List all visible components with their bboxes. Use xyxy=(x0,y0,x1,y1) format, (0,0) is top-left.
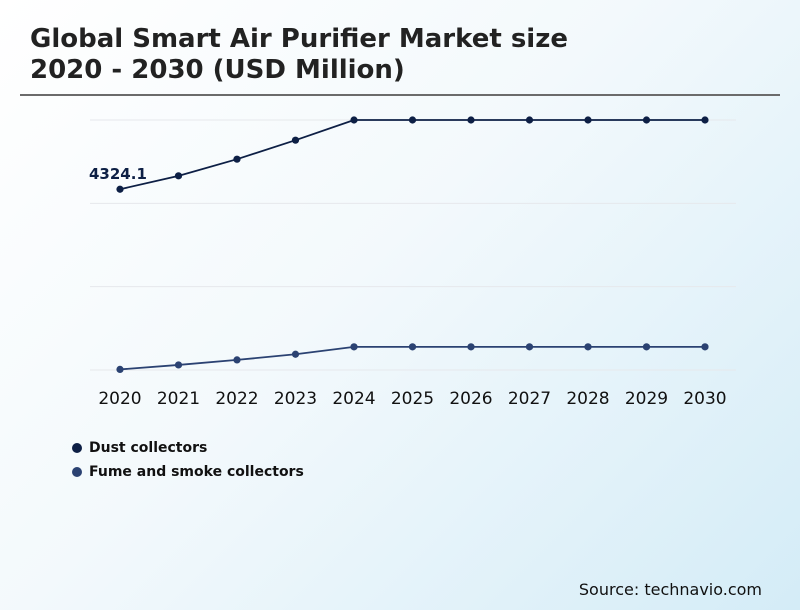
data-point xyxy=(116,365,124,374)
data-point xyxy=(350,116,358,124)
data-point xyxy=(174,361,183,369)
data-point xyxy=(174,172,183,180)
x-tick-label: 2023 xyxy=(274,389,317,409)
legend-label-fume-smoke-collectors: Fume and smoke collectors xyxy=(89,464,304,480)
data-point xyxy=(467,343,475,351)
data-point xyxy=(701,343,709,351)
data-point xyxy=(467,116,475,124)
data-point xyxy=(584,343,592,351)
title-line-1: Global Smart Air Purifier Market size xyxy=(30,24,568,54)
title-line-2: 2020 - 2030 (USD Million) xyxy=(30,55,405,85)
x-tick-label: 2026 xyxy=(449,389,492,409)
data-point xyxy=(642,343,651,351)
x-tick-label: 2020 xyxy=(98,389,141,409)
data-point xyxy=(642,116,651,124)
source-credit: Source: technavio.com xyxy=(578,580,762,599)
legend-item-dust-collectors: Dust collectors xyxy=(72,436,304,460)
data-point xyxy=(291,350,300,358)
x-tick-label: 2024 xyxy=(332,389,375,409)
legend-item-fume-smoke-collectors: Fume and smoke collectors xyxy=(72,460,304,484)
legend: Dust collectors Fume and smoke collector… xyxy=(72,436,304,484)
title-divider xyxy=(20,94,780,96)
x-tick-label: 2022 xyxy=(215,389,258,409)
data-point xyxy=(408,343,417,351)
data-point xyxy=(701,116,709,124)
data-point xyxy=(116,185,124,193)
data-point xyxy=(233,356,241,364)
data-label: 4324.1 xyxy=(89,165,147,183)
legend-label-dust-collectors: Dust collectors xyxy=(89,440,208,456)
legend-marker-dust-collectors xyxy=(72,443,82,453)
chart-title: Global Smart Air Purifier Market size 20… xyxy=(30,24,568,86)
series-line-0 xyxy=(119,119,705,191)
x-tick-label: 2030 xyxy=(683,389,726,409)
data-point xyxy=(408,116,417,124)
legend-marker-fume-smoke-collectors xyxy=(72,467,82,477)
x-tick-label: 2025 xyxy=(391,389,434,409)
data-point xyxy=(525,116,534,124)
data-point xyxy=(525,343,534,351)
x-tick-label: 2029 xyxy=(625,389,668,409)
x-tick-label: 2028 xyxy=(566,389,609,409)
data-point xyxy=(233,155,241,163)
data-point xyxy=(350,343,358,351)
data-point xyxy=(291,136,300,144)
x-tick-label: 2027 xyxy=(508,389,551,409)
x-tick-label: 2021 xyxy=(157,389,200,409)
data-point xyxy=(584,116,592,124)
